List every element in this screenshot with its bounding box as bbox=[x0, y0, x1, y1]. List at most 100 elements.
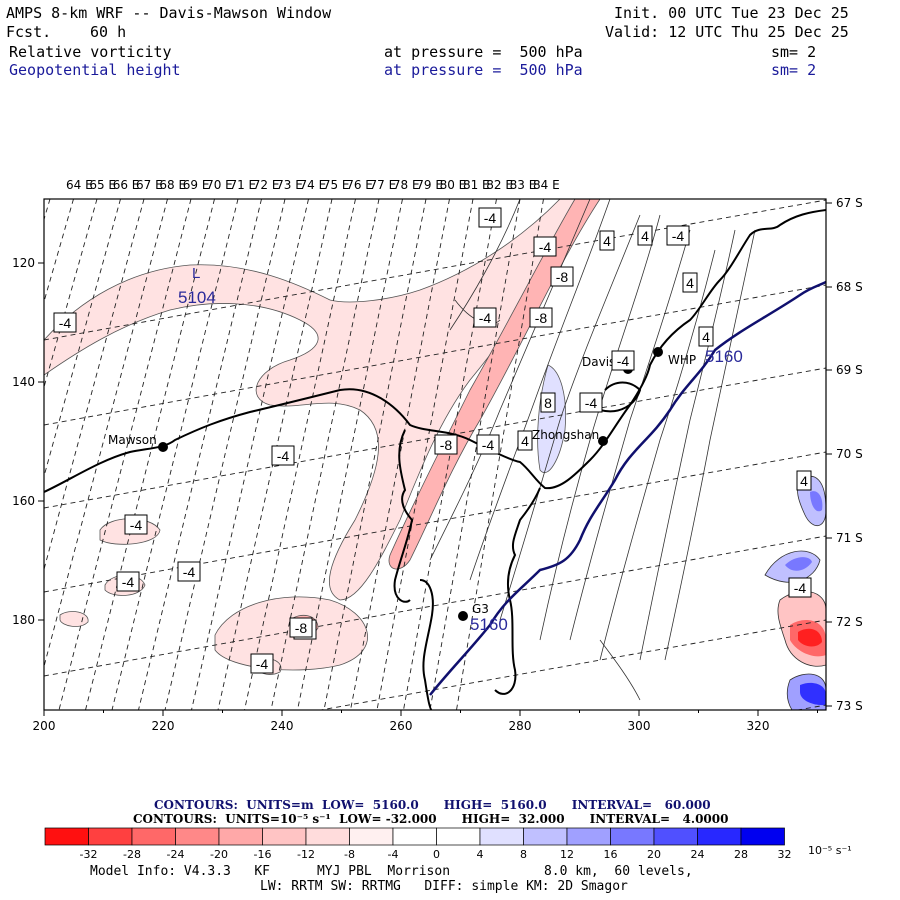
contour-label-box bbox=[666, 225, 690, 246]
colorbar-tick-label: 4 bbox=[477, 848, 484, 861]
contour-labels: -4-444-4-8-84-4-84-448-4-4-8-44-4-4-4-8-… bbox=[53, 207, 812, 674]
contour-label-box bbox=[473, 307, 497, 328]
colorbar-tick-label: -12 bbox=[297, 848, 315, 861]
model-info-physics: LW: RRTM SW: RRTMG DIFF: simple KM: 2D S… bbox=[260, 879, 628, 894]
contour-label: -4 bbox=[130, 517, 143, 533]
latitude-label: 71 S bbox=[836, 531, 863, 545]
contour-label: -4 bbox=[183, 564, 196, 580]
colorbar-swatch bbox=[436, 827, 481, 846]
low-marker: L bbox=[192, 265, 200, 282]
contour-label: -4 bbox=[585, 395, 598, 411]
longitude-label: 72 E bbox=[253, 178, 280, 192]
x-tick-label: 220 bbox=[152, 719, 175, 733]
colorbar-tick-label: 24 bbox=[691, 848, 705, 861]
contour-label: -4 bbox=[539, 239, 552, 255]
contour-label: 4 bbox=[603, 233, 611, 249]
lat-lon-grid bbox=[44, 199, 826, 710]
colorbar-tick-label: 16 bbox=[604, 848, 618, 861]
longitude-label: 79 E bbox=[416, 178, 443, 192]
contour-label-box bbox=[116, 571, 140, 592]
field1-smoothing: sm= 2 bbox=[771, 43, 817, 61]
longitude-label: 74 E bbox=[300, 178, 327, 192]
colorbar-swatch bbox=[88, 827, 133, 846]
station-label-whp: WHP bbox=[668, 353, 696, 367]
field2-name: Geopotential height bbox=[9, 61, 181, 79]
contour-label-box bbox=[533, 236, 557, 257]
contour-label-box bbox=[177, 561, 201, 582]
latitude-label: 68 S bbox=[836, 280, 863, 294]
longitude-label: 69 E bbox=[183, 178, 210, 192]
contour-label-box bbox=[476, 434, 500, 455]
colorbar-tick-label: -32 bbox=[80, 848, 98, 861]
colorbar-tick-label: -8 bbox=[344, 848, 355, 861]
contour-label: -4 bbox=[122, 574, 135, 590]
contour-label-box bbox=[682, 272, 698, 293]
height-contour-5160 bbox=[429, 280, 826, 696]
vorticity-shading bbox=[44, 199, 826, 710]
longitude-label: 81 E bbox=[463, 178, 490, 192]
contour-label-box bbox=[579, 392, 603, 413]
latitude-label: 72 S bbox=[836, 615, 863, 629]
contour-label-box bbox=[434, 434, 458, 455]
contour-label: -4 bbox=[482, 437, 495, 453]
colorbar-tick-label: 28 bbox=[734, 848, 748, 861]
map-title: AMPS 8-km WRF -- Davis-Mawson Window bbox=[6, 4, 332, 22]
colorbar-swatch bbox=[653, 827, 698, 846]
x-tick-label: 200 bbox=[33, 719, 56, 733]
y-tick-label: 140 bbox=[12, 375, 35, 389]
colorbar-swatch bbox=[305, 827, 350, 846]
colorbar-tick-label: 0 bbox=[433, 848, 440, 861]
colorbar-swatch bbox=[131, 827, 176, 846]
longitude-label: 71 E bbox=[229, 178, 256, 192]
longitude-label: 64 E bbox=[66, 178, 93, 192]
y-tick-label: 180 bbox=[12, 613, 35, 627]
colorbar-tick-label: -24 bbox=[167, 848, 185, 861]
contour-label-box bbox=[124, 514, 148, 535]
contour-label-box bbox=[478, 207, 502, 228]
contour-label: 4 bbox=[702, 329, 710, 345]
station-labels: Mawson Davis WHP Zhongshan G3 bbox=[108, 353, 696, 616]
contour-label: -4 bbox=[256, 656, 269, 672]
colorbar-swatch bbox=[175, 827, 220, 846]
contour-label: 4 bbox=[686, 275, 694, 291]
longitude-label: 78 E bbox=[393, 178, 420, 192]
station-label-davis: Davis bbox=[582, 355, 615, 369]
x-tick-label: 320 bbox=[747, 719, 770, 733]
contour-label: -8 bbox=[295, 620, 308, 636]
longitude-label: 65 E bbox=[89, 178, 116, 192]
contour-label: 4 bbox=[641, 228, 649, 244]
contour-label: -4 bbox=[277, 448, 290, 464]
colorbar-swatch bbox=[479, 827, 524, 846]
x-tick-label: 260 bbox=[390, 719, 413, 733]
height-label-5160-south: 5160 bbox=[470, 615, 508, 634]
longitude-label: 75 E bbox=[323, 178, 350, 192]
colorbar-swatch bbox=[262, 827, 307, 846]
forecast-label: Fcst. bbox=[6, 23, 52, 41]
colorbar-tick-label: -16 bbox=[254, 848, 272, 861]
station-label-mawson: Mawson bbox=[108, 433, 157, 447]
contour-label: -8 bbox=[440, 437, 453, 453]
contour-label-box bbox=[550, 266, 574, 287]
longitude-label: 84 E bbox=[533, 178, 560, 192]
contour-label: 4 bbox=[800, 473, 808, 489]
colorbar-swatch bbox=[349, 827, 394, 846]
contour-label-box bbox=[250, 653, 274, 674]
contour-label: -4 bbox=[672, 228, 685, 244]
longitude-label: 66 E bbox=[113, 178, 140, 192]
field2-pressure: at pressure = 500 hPa bbox=[384, 61, 583, 79]
latitude-label: 69 S bbox=[836, 363, 863, 377]
colorbar-tick-label: -28 bbox=[123, 848, 141, 861]
x-tick-label: 240 bbox=[271, 719, 294, 733]
colorbar-swatch bbox=[566, 827, 611, 846]
contour-label-box bbox=[540, 392, 556, 413]
height-label-5160-east: 5160 bbox=[705, 347, 743, 366]
contour-label-box bbox=[529, 307, 553, 328]
model-info: Model Info: V4.3.3 KF MYJ PBL Morrison 8… bbox=[90, 864, 693, 879]
colorbar-swatch bbox=[697, 827, 742, 846]
station-label-zhongshan: Zhongshan bbox=[532, 428, 599, 442]
contour-label: -4 bbox=[59, 315, 72, 331]
height-labels: L 5104 5160 5160 bbox=[178, 265, 743, 634]
colorbar-tick-label: 32 bbox=[778, 848, 792, 861]
contour-label: -4 bbox=[479, 310, 492, 326]
